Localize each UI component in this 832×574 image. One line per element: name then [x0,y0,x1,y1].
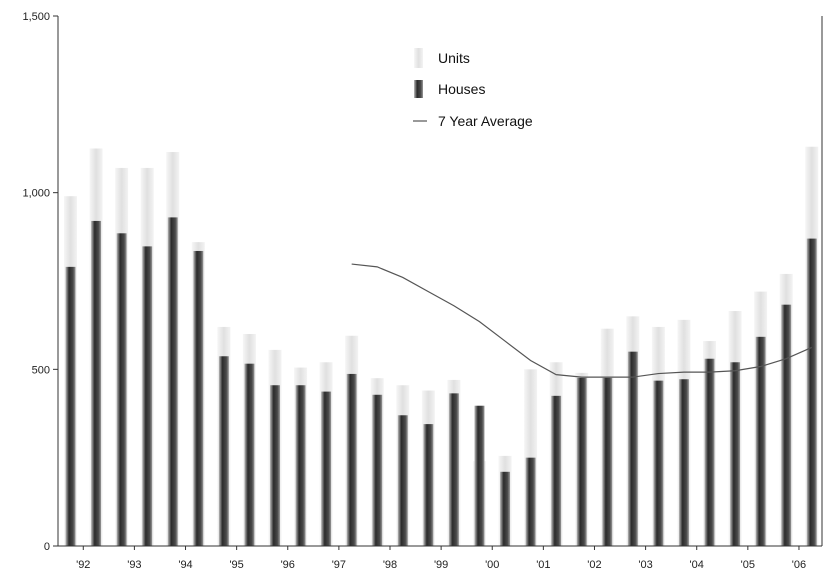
houses-bar [372,394,383,546]
legend-average-label: 7 Year Average [438,113,533,129]
y-axis-ticks: 0 500 1,000 1,500 [22,11,58,553]
houses-bar [321,391,332,546]
x-tick-label: '93 [127,559,141,571]
houses-bar [116,233,127,547]
houses-bar [627,351,638,546]
x-tick-label: '99 [434,559,448,571]
houses-bar [551,395,562,546]
houses-bar [448,393,459,546]
houses-bar [678,379,689,546]
houses-bar [755,336,766,546]
x-tick-label: '95 [229,559,243,571]
houses-bar [704,358,715,546]
x-tick-label: '94 [178,559,192,571]
houses-bar [781,304,792,546]
x-tick-label: '97 [332,559,346,571]
houses-bar [218,356,229,546]
houses-bar [346,373,357,546]
houses-series [65,217,817,547]
houses-bar [142,246,153,546]
houses-bar [244,363,255,546]
legend: Units Houses 7 Year Average [413,48,533,129]
x-tick-label: '05 [741,559,755,571]
x-tick-label: '92 [76,559,90,571]
x-tick-label: '03 [638,559,652,571]
legend-houses-swatch [414,80,423,98]
y-tick-label: 1,000 [22,188,50,200]
x-tick-label: '04 [690,559,704,571]
x-tick-label: '98 [383,559,397,571]
houses-bar [91,220,102,546]
houses-bar [65,266,76,546]
houses-bar [525,457,536,546]
houses-bar [730,362,741,546]
seven-year-average-series [351,263,812,378]
y-tick-label: 0 [44,541,50,553]
houses-bar [474,405,485,546]
houses-bar [397,415,408,546]
houses-bar [602,377,613,546]
houses-bar [576,377,587,546]
y-tick-label: 1,500 [22,11,50,23]
houses-bar [500,471,511,546]
x-axis-ticks: '92 '93 '94 '95 '96 '97 '98 '99 '00 '01 '02 '03 '04 '… [76,546,806,571]
legend-units-swatch [414,48,423,68]
houses-bar [167,217,178,546]
seven-year-average-line [351,263,812,378]
houses-bar [269,385,280,546]
x-tick-label: '06 [792,559,806,571]
x-tick-label: '00 [485,559,499,571]
x-tick-label: '01 [536,559,550,571]
houses-bar [806,238,817,546]
legend-houses-label: Houses [438,81,485,97]
houses-bar [193,250,204,546]
legend-units-label: Units [438,50,470,66]
houses-bar [423,424,434,546]
y-tick-label: 500 [32,364,50,376]
x-tick-label: '02 [587,559,601,571]
houses-bar [295,385,306,546]
houses-bar [653,380,664,546]
x-tick-label: '96 [281,559,295,571]
